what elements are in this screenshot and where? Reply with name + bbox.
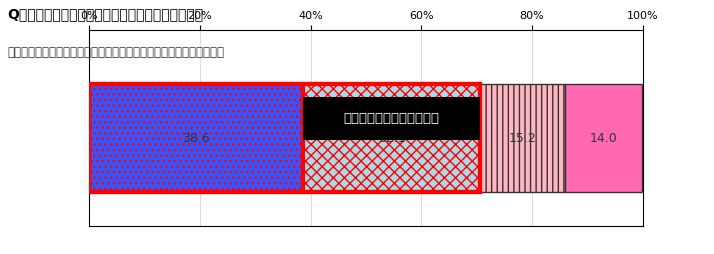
Text: 38.6: 38.6 — [182, 132, 210, 145]
Bar — [89, 84, 303, 192]
Bar — [89, 84, 481, 192]
Text: Q．今よりもっと働きたい（働いてほしい）ですか: Q．今よりもっと働きたい（働いてほしい）ですか — [7, 8, 203, 22]
Bar — [481, 84, 565, 192]
Text: 32.1: 32.1 — [378, 132, 406, 145]
Text: 15.2: 15.2 — [508, 132, 536, 145]
Bar — [303, 97, 481, 140]
Bar — [565, 84, 642, 192]
Bar — [303, 84, 481, 192]
Text: 14.0: 14.0 — [590, 132, 617, 145]
Text: （「自身もしくは配偶者がパート・アルバイト勤務」の人のみ回答）: （「自身もしくは配偶者がパート・アルバイト勤務」の人のみ回答） — [7, 46, 224, 59]
Text: 「働きたい」計７０．７％: 「働きたい」計７０．７％ — [343, 112, 440, 125]
